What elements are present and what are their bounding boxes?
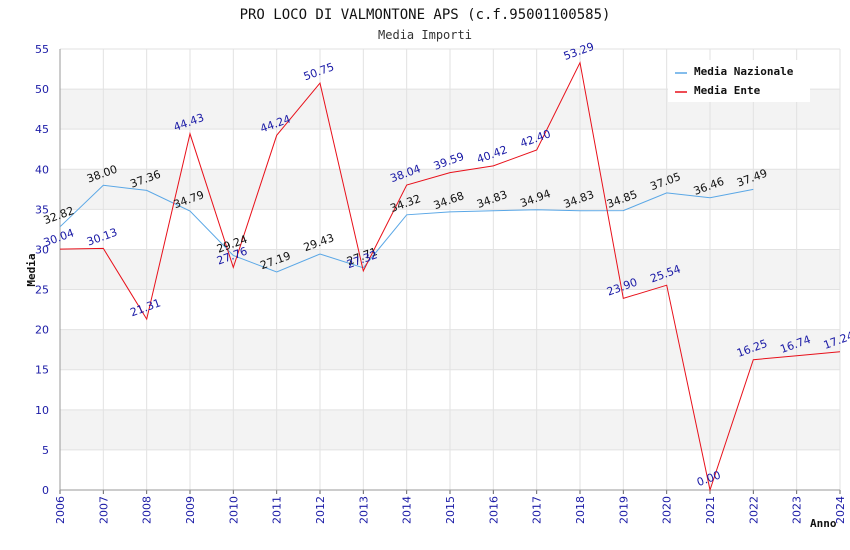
y-tick-label: 50 (35, 83, 49, 96)
chart-title: PRO LOCO DI VALMONTONE APS (c.f.95001100… (240, 7, 611, 23)
series-line-1 (59, 61, 841, 492)
x-tick-label: 2020 (661, 496, 674, 524)
x-tick-label: 2023 (791, 496, 804, 524)
series-lines (59, 61, 841, 492)
x-tick-label: 2013 (357, 496, 370, 524)
y-tick-label: 25 (35, 284, 49, 297)
x-tick-label: 2009 (184, 496, 197, 524)
series-line-0 (59, 184, 754, 273)
x-tick-label: 2017 (531, 496, 544, 524)
legend-label-media-nazionale: Media Nazionale (694, 65, 794, 78)
data-label: 30.04 (42, 226, 76, 249)
data-label: 53.29 (562, 40, 596, 63)
x-tick-label: 2006 (54, 496, 67, 524)
y-tick-label: 0 (42, 484, 49, 497)
y-tick-labels: 0 5 10 15 20 25 30 35 40 45 50 55 (35, 43, 49, 497)
data-label: 42.40 (518, 127, 552, 150)
y-tick-label: 15 (35, 364, 49, 377)
legend-box (668, 60, 810, 102)
y-tick-label: 30 (35, 243, 49, 256)
grid-lines (59, 48, 841, 491)
data-label: 40.42 (475, 143, 509, 166)
legend-label-media-ente: Media Ente (694, 84, 761, 97)
chart-subtitle: Media Importi (378, 28, 472, 42)
x-tick-label: 2007 (97, 496, 110, 524)
data-label: 30.13 (85, 226, 119, 249)
x-tick-label: 2015 (444, 496, 457, 524)
x-tick-label: 2016 (487, 496, 500, 524)
x-tick-label: 2021 (704, 496, 717, 524)
x-tick-label: 2022 (747, 496, 760, 524)
y-tick-label: 55 (35, 43, 49, 56)
data-label: 21.31 (128, 296, 162, 319)
x-tick-labels: 2006 2007 2008 2009 2010 2011 2012 2013 2014 2015… (54, 496, 847, 524)
x-tick-label: 2019 (617, 496, 630, 524)
x-tick-label: 2008 (141, 496, 154, 524)
y-axis-label: Media (25, 253, 38, 286)
x-tick-label: 2012 (314, 496, 327, 524)
y-tick-label: 20 (35, 324, 49, 337)
y-tick-label: 40 (35, 163, 49, 176)
legend: Media Nazionale Media Ente (668, 60, 810, 102)
x-tick-label: 2010 (227, 496, 240, 524)
y-tick-label: 45 (35, 123, 49, 136)
y-tick-label: 5 (42, 444, 49, 457)
x-tick-label: 2024 (834, 496, 847, 524)
x-axis-label: Anno (810, 517, 837, 530)
x-tick-label: 2018 (574, 496, 587, 524)
y-tick-label: 35 (35, 203, 49, 216)
y-tick-label: 10 (35, 404, 49, 417)
x-tick-label: 2014 (401, 496, 414, 524)
data-label: 50.75 (302, 60, 336, 83)
x-tick-label: 2011 (271, 496, 284, 524)
